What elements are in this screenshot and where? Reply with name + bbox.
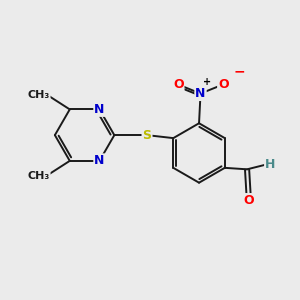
Text: CH₃: CH₃	[27, 171, 50, 181]
Text: N: N	[94, 103, 105, 116]
Text: O: O	[218, 78, 229, 91]
Text: O: O	[173, 78, 184, 91]
Text: S: S	[142, 129, 152, 142]
Text: +: +	[203, 77, 211, 87]
Text: O: O	[243, 194, 254, 207]
Text: N: N	[94, 154, 105, 167]
Text: −: −	[233, 65, 245, 79]
Text: CH₃: CH₃	[27, 89, 50, 100]
Text: H: H	[265, 158, 275, 171]
Text: N: N	[195, 87, 206, 100]
